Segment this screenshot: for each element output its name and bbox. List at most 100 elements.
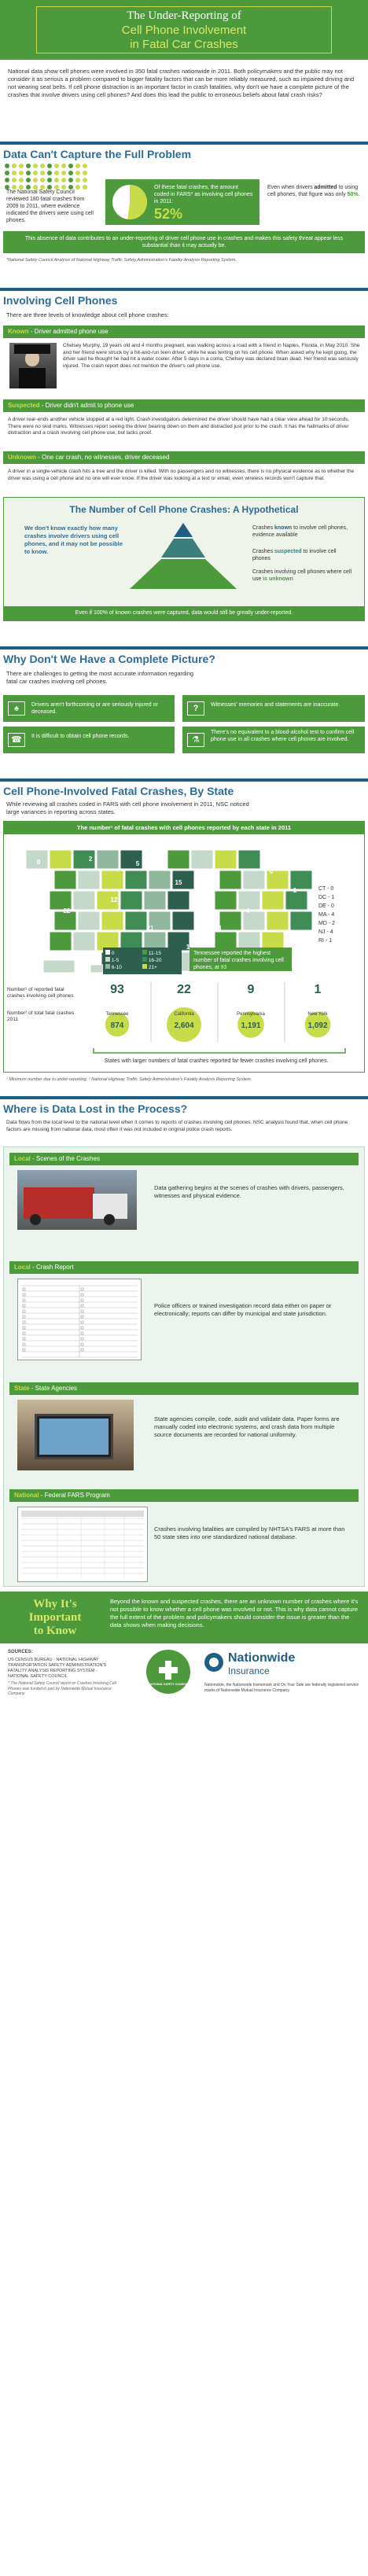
- state-name: Tennessee: [105, 1012, 129, 1017]
- nationwide-wordmark: Nationwide: [228, 1651, 296, 1665]
- state-shape: [190, 890, 214, 911]
- state-comparison: 93 874 Tennessee 22 2,604 California 9 1,191 Pen…: [93, 982, 346, 1054]
- state-shape: [219, 911, 242, 931]
- dot-icon: [75, 185, 80, 190]
- challenge-3-text: It is difficult to obtain cell phone rec…: [31, 734, 130, 739]
- state-shape: [143, 849, 167, 870]
- state-shape: [101, 870, 124, 890]
- challenge-2-text: Witnesses' memories and statements are i…: [211, 702, 340, 708]
- state-shape: [219, 870, 242, 890]
- dot-icon: [68, 178, 73, 182]
- dot-icon: [54, 178, 59, 182]
- total-crash-count: 1,191: [241, 1021, 260, 1030]
- header-banner: The Under-Reporting of Cell Phone Involv…: [0, 0, 368, 60]
- header-title-3: in Fatal Car Crashes: [130, 38, 238, 51]
- section5-title: Where is Data Lost in the Process?: [3, 1102, 188, 1115]
- form-checkbox: [80, 1348, 84, 1352]
- cellphone-crash-count: 22: [177, 983, 191, 996]
- total-crash-count: 1,092: [307, 1021, 327, 1030]
- form-checkbox: [80, 1342, 84, 1346]
- s1-bottom-bar: This absence of data contributes to an u…: [3, 231, 365, 253]
- dot-icon: [19, 171, 24, 175]
- form-checkbox: [80, 1320, 84, 1324]
- map-label: 4: [246, 907, 250, 914]
- form-checkbox: [22, 1309, 26, 1313]
- crash-report-form: [17, 1279, 142, 1360]
- crash-scene-photo: [17, 1170, 137, 1230]
- state-shape: [77, 911, 101, 931]
- state-shape: [190, 849, 214, 870]
- dot-icon: [40, 178, 45, 182]
- dot-icon: [33, 171, 38, 175]
- state-shape: [96, 849, 120, 870]
- s5-lead: Data flows from the local level to the n…: [6, 1120, 348, 1132]
- dot-icon: [83, 171, 87, 175]
- legend-label: 6-10: [111, 965, 122, 970]
- footer-note: * The National Safety Council report on …: [8, 1681, 116, 1696]
- why-text: Beyond the known and suspected crashes, …: [110, 1598, 359, 1628]
- s1-left-text: The National Safety Council reviewed 180…: [6, 190, 94, 223]
- challenge-2: ? Witnesses' memories and statements are…: [182, 695, 365, 722]
- pyramid-title: The Number of Cell Phone Crashes: A Hypo…: [69, 504, 299, 515]
- state-shape: [237, 890, 261, 911]
- dot-icon: [5, 178, 9, 182]
- state-shape: [25, 931, 49, 951]
- map-panel: The number¹ of fatal crashes with cell p…: [3, 821, 365, 1073]
- known-bar: Known - Driver admitted phone use: [3, 326, 365, 338]
- state-list: CT - 0 DC - 1 DE - 0 MA - 4 MD - 2 NJ - …: [318, 885, 358, 945]
- dot-icon: [47, 164, 52, 168]
- dot-icon: [75, 164, 80, 168]
- state-shape: [30, 870, 53, 890]
- legend-label: 21+: [148, 965, 157, 970]
- total-crash-bubble: [105, 1012, 130, 1037]
- form-checkbox: [80, 1293, 84, 1297]
- dot-icon: [5, 185, 9, 190]
- dot-icon: [40, 171, 45, 175]
- map-label: 12: [111, 896, 118, 903]
- form-checkbox: [80, 1326, 84, 1330]
- s1-percent: 52%: [154, 206, 183, 222]
- challenge-4-text: There's no equivalent to a blood-alcohol…: [211, 730, 355, 742]
- dot-icon: [33, 164, 38, 168]
- crash-report-bar: Local - Crash Report: [9, 1261, 359, 1274]
- sources-title: SOURCES:: [8, 1650, 33, 1654]
- dot-icon: [12, 178, 17, 182]
- state-list-item: RI - 1: [318, 938, 333, 944]
- dot-icon: [12, 164, 17, 168]
- state-shape-alaska: [42, 959, 75, 973]
- nationwide-sub: Insurance: [228, 1665, 270, 1676]
- s1-center-text: Of these fatal crashes, the amount coded…: [154, 185, 253, 204]
- dot-icon: [68, 185, 73, 190]
- state-shape: [53, 870, 77, 890]
- legend-label: 0: [111, 951, 115, 956]
- pyramid-foot: Even if 100% of known crashes were captu…: [75, 610, 293, 616]
- pyramid-panel: The Number of Cell Phone Crashes: A Hypo…: [3, 497, 365, 607]
- pyr-unk-text: Crashes involving cell phones where cell…: [252, 569, 352, 582]
- section1-rule: [0, 142, 368, 145]
- s1-bar-text: This absence of data contributes to an u…: [24, 236, 344, 248]
- state-shape: [30, 911, 53, 931]
- challenge-3: ☎ It is difficult to obtain cell phone r…: [3, 727, 175, 753]
- state-shape: [171, 870, 195, 890]
- state-shape: [167, 849, 190, 870]
- header-title-2: Cell Phone Involvement: [121, 24, 247, 37]
- form-checkbox: [22, 1320, 26, 1324]
- cellphone-crash-count: 93: [110, 983, 124, 996]
- form-checkbox: [80, 1309, 84, 1313]
- map-label: 15: [175, 879, 182, 886]
- phone-records-icon: ☎: [8, 733, 25, 747]
- section1-title: Data Can't Capture the Full Problem: [3, 148, 192, 160]
- dot-icon: [40, 185, 45, 190]
- dot-icon: [61, 178, 66, 182]
- section4-rule: [0, 778, 368, 782]
- state-agencies-text: State agencies compile, code, audit and …: [154, 1415, 340, 1438]
- crash-report-text: Police officers or trained investigation…: [154, 1302, 332, 1317]
- dot-icon: [19, 164, 24, 168]
- state-agencies-photo: [17, 1400, 134, 1470]
- state-shape: [261, 890, 285, 911]
- section2-title: Involving Cell Phones: [3, 294, 118, 307]
- section3-rule: [0, 646, 368, 650]
- state-list-item: MD - 2: [318, 921, 335, 926]
- dot-icon: [33, 178, 38, 182]
- local-scenes-bar: Local - Scenes of the Crashes: [9, 1153, 359, 1165]
